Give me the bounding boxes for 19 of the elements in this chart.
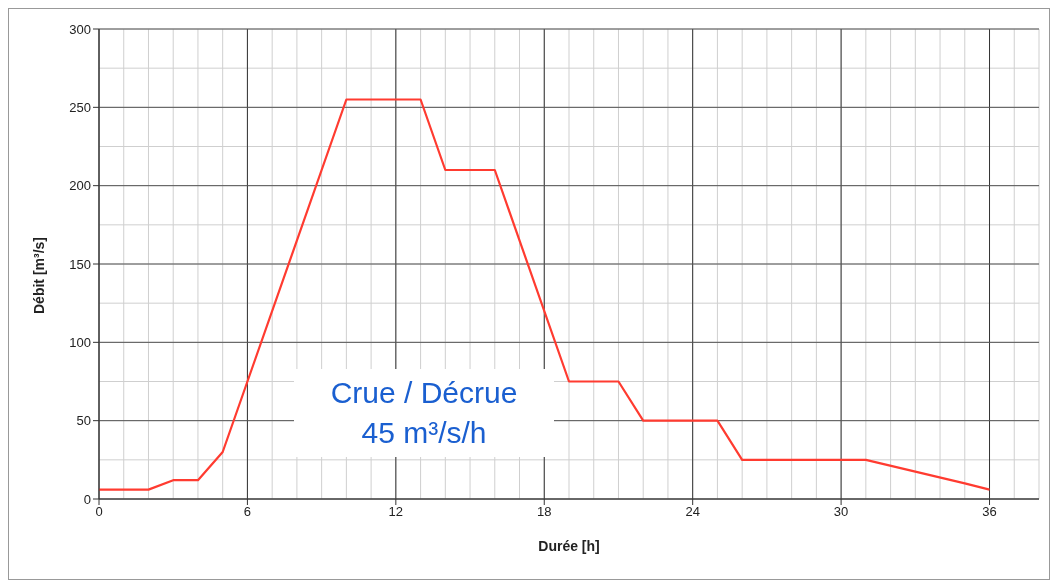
y-tick-label: 300 <box>69 21 91 37</box>
y-tick-label: 150 <box>69 256 91 272</box>
annotation: Crue / Décrue <box>329 375 519 411</box>
x-tick-label: 12 <box>388 504 404 520</box>
y-tick-label: 0 <box>83 491 91 507</box>
x-tick-label: 30 <box>833 504 849 520</box>
x-tick-label: 36 <box>982 504 997 520</box>
x-tick-label: 6 <box>243 504 252 520</box>
y-tick-label: 250 <box>69 99 91 115</box>
y-tick-label: 50 <box>76 413 91 429</box>
annotation: 45 m³/s/h <box>360 415 488 451</box>
x-tick-label: 0 <box>95 504 103 520</box>
line-series <box>99 98 991 491</box>
y-axis-title: Débit [m³/s] <box>30 237 47 314</box>
x-tick-label: 24 <box>685 504 700 520</box>
y-tick-label: 200 <box>69 178 91 194</box>
y-tick-label: 100 <box>69 334 91 350</box>
x-tick-label: 18 <box>537 504 552 520</box>
x-axis-title: Durée [h] <box>538 538 600 554</box>
